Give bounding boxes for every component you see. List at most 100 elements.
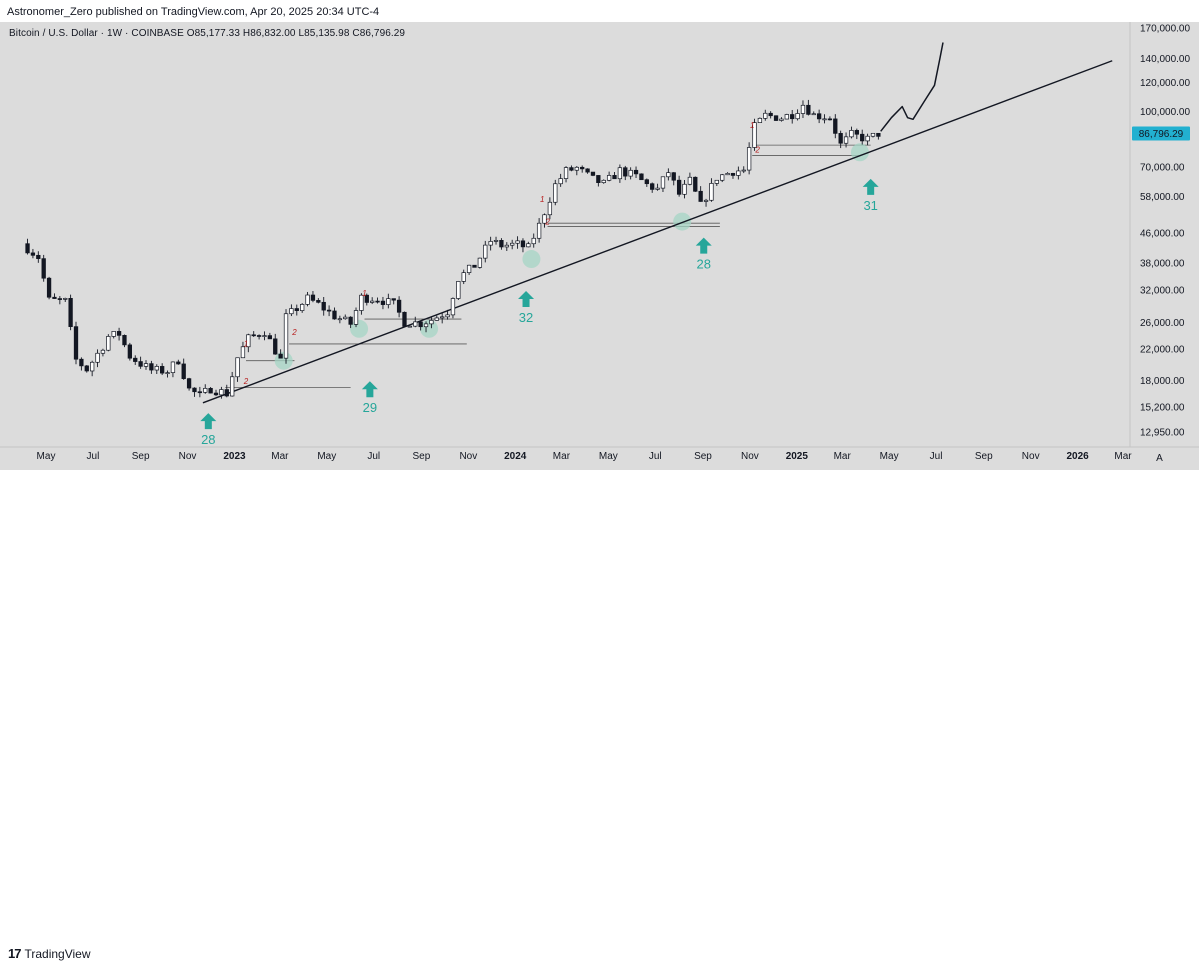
candle-body xyxy=(181,363,186,379)
wave-marker: 1 xyxy=(244,340,248,349)
candle-body xyxy=(870,132,876,137)
candle-body xyxy=(601,179,606,183)
candle-body xyxy=(520,240,526,248)
candle-body xyxy=(816,113,822,120)
candle-body xyxy=(337,318,343,321)
price-chart[interactable]: 170,000.00140,000.00120,000.00100,000.00… xyxy=(0,0,1199,497)
candle-body xyxy=(407,325,413,328)
time-axis-label: May xyxy=(880,451,899,462)
candle-body xyxy=(402,311,407,327)
auto-scale-label: A xyxy=(1156,453,1163,464)
time-axis-label: 2023 xyxy=(223,451,246,462)
candle-body xyxy=(41,258,46,279)
candle-body xyxy=(860,133,865,142)
candle-body xyxy=(186,378,192,389)
candle-body xyxy=(569,167,574,171)
candle-body xyxy=(542,214,547,224)
candle-body xyxy=(477,257,483,268)
candle-body xyxy=(585,168,590,173)
candle-body xyxy=(251,334,256,337)
price-axis-label: 38,000.00 xyxy=(1140,259,1185,270)
time-axis-label: Sep xyxy=(413,451,431,462)
candle-body xyxy=(612,175,617,180)
up-arrow-icon xyxy=(518,291,535,308)
candle-body xyxy=(30,252,36,256)
candle-body xyxy=(246,334,251,348)
candle-body xyxy=(574,166,579,171)
candle-body xyxy=(63,298,68,300)
time-axis-label: 2024 xyxy=(504,451,527,462)
candle-body xyxy=(493,240,499,242)
candle-body xyxy=(639,173,644,181)
candle-body xyxy=(580,166,585,170)
time-axis-label: Sep xyxy=(694,451,712,462)
candle-body xyxy=(450,298,456,316)
candle-body xyxy=(526,243,531,248)
candle-body xyxy=(531,237,536,245)
candle-body xyxy=(676,179,682,195)
price-axis-label: 32,000.00 xyxy=(1140,286,1185,297)
candle-body xyxy=(671,172,676,181)
candle-body xyxy=(736,170,741,176)
up-arrow-icon xyxy=(361,381,378,398)
candle-body xyxy=(197,391,203,394)
time-axis-label: Nov xyxy=(741,451,759,462)
candle-body xyxy=(720,174,725,181)
candle-body xyxy=(687,176,693,185)
candle-body xyxy=(208,387,213,394)
up-arrow-icon xyxy=(862,178,879,195)
candle-body xyxy=(795,113,800,120)
candle-body xyxy=(192,387,197,393)
candle-body xyxy=(563,167,569,179)
candle-body xyxy=(472,264,477,268)
price-axis-label: 22,000.00 xyxy=(1140,344,1185,355)
header: Astronomer_Zero published on TradingView… xyxy=(0,0,1199,22)
projection-path xyxy=(880,42,944,132)
candle-body xyxy=(650,183,655,190)
publisher-line: Astronomer_Zero published on TradingView… xyxy=(7,6,380,18)
candle-body xyxy=(294,308,299,311)
candle-body xyxy=(703,199,709,202)
time-axis-label: Jul xyxy=(367,451,380,462)
tradingview-logo-icon: 17 xyxy=(8,946,22,961)
candle-body xyxy=(784,114,789,120)
candle-body xyxy=(305,294,310,305)
candle-body xyxy=(332,310,337,320)
retest-circle xyxy=(274,351,293,370)
wave-marker: 2 xyxy=(544,217,550,226)
candle-body xyxy=(90,361,95,372)
candle-body xyxy=(666,172,671,178)
footer: 17 TradingView xyxy=(0,470,1199,961)
candle-body xyxy=(149,363,154,371)
candle-body xyxy=(628,169,633,177)
candle-body xyxy=(73,326,79,360)
candle-body xyxy=(84,365,89,372)
price-axis-label: 170,000.00 xyxy=(1140,24,1190,35)
candle-body xyxy=(391,298,396,301)
candle-body xyxy=(429,320,434,325)
tradingview-logo[interactable]: 17 TradingView xyxy=(8,946,91,961)
candle-body xyxy=(165,372,170,374)
candle-body xyxy=(359,294,364,311)
arrow-label: 29 xyxy=(363,400,377,415)
candle-body xyxy=(763,112,768,119)
price-axis-label: 58,000.00 xyxy=(1140,192,1185,203)
time-axis-label: Jul xyxy=(87,451,100,462)
time-axis-label: Sep xyxy=(132,451,150,462)
arrow-label: 28 xyxy=(201,432,215,447)
candle-body xyxy=(57,298,62,300)
candle-body xyxy=(321,301,326,311)
candle-body xyxy=(660,176,666,189)
candle-body xyxy=(623,167,628,177)
candle-body xyxy=(300,304,305,311)
candle-body xyxy=(483,244,488,259)
time-axis-label: May xyxy=(37,451,56,462)
candle-body xyxy=(235,357,240,378)
candle-body xyxy=(370,300,375,303)
wave-marker: 2 xyxy=(243,377,249,386)
candle-body xyxy=(46,277,52,298)
auto-scale-button[interactable] xyxy=(1153,451,1166,464)
candle-body xyxy=(79,358,84,367)
candle-body xyxy=(413,321,418,327)
time-axis-label: 2026 xyxy=(1066,451,1089,462)
